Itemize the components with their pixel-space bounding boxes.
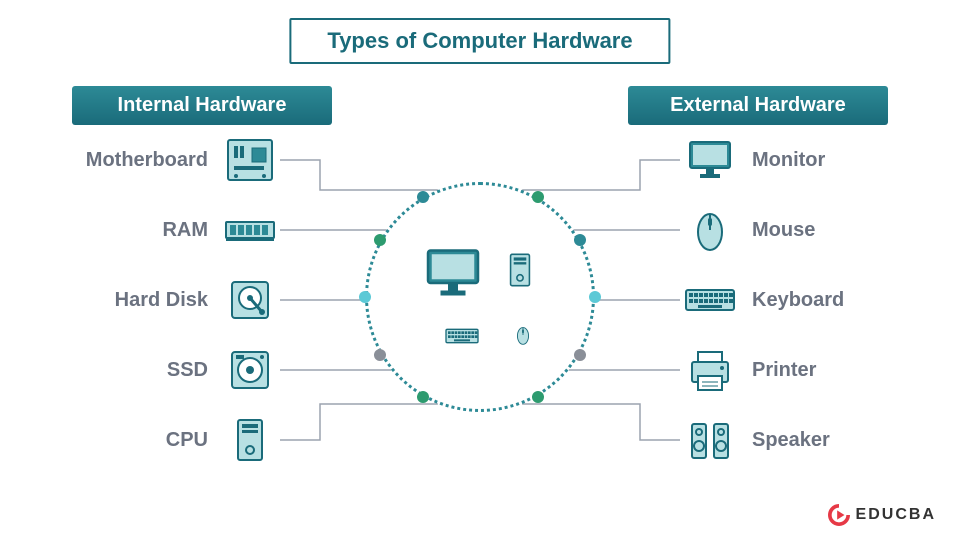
item-motherboard: Motherboard xyxy=(86,136,278,184)
circle-dot xyxy=(532,191,544,203)
circle-dot xyxy=(417,391,429,403)
main-title: Types of Computer Hardware xyxy=(289,18,670,64)
circle-dot xyxy=(574,349,586,361)
item-label: Hard Disk xyxy=(115,289,208,312)
circle-dot xyxy=(589,291,601,303)
item-label: Keyboard xyxy=(752,289,844,312)
brand-logo: EDUCBA xyxy=(828,504,936,526)
motherboard-icon xyxy=(222,136,278,184)
printer-icon xyxy=(682,346,738,394)
item-monitor: Monitor xyxy=(682,136,825,184)
item-label: Monitor xyxy=(752,149,825,172)
circle-dot xyxy=(374,234,386,246)
item-cpu-tower: CPU xyxy=(166,416,278,464)
logo-text: EDUCBA xyxy=(856,506,936,524)
item-label: Speaker xyxy=(752,429,830,452)
monitor-icon xyxy=(682,136,738,184)
item-label: Mouse xyxy=(752,219,815,242)
speaker-icon xyxy=(682,416,738,464)
item-ssd: SSD xyxy=(167,346,278,394)
mouse-icon xyxy=(682,206,738,254)
keyboard-icon xyxy=(682,276,738,324)
item-label: Motherboard xyxy=(86,149,208,172)
category-internal-label: Internal Hardware xyxy=(118,94,287,116)
item-label: Printer xyxy=(752,359,816,382)
center-monitor-icon xyxy=(418,243,488,308)
cpu-tower-icon xyxy=(222,416,278,464)
item-label: RAM xyxy=(162,219,208,242)
circle-dot xyxy=(359,291,371,303)
center-devices xyxy=(418,237,542,357)
center-keyboard-icon xyxy=(424,320,500,357)
hdd-icon xyxy=(222,276,278,324)
main-title-text: Types of Computer Hardware xyxy=(327,28,632,53)
circle-dot xyxy=(374,349,386,361)
item-ram: RAM xyxy=(162,206,278,254)
item-label: SSD xyxy=(167,359,208,382)
ram-icon xyxy=(222,206,278,254)
category-internal: Internal Hardware xyxy=(72,86,332,125)
category-external: External Hardware xyxy=(628,86,888,125)
item-mouse: Mouse xyxy=(682,206,815,254)
center-mouse-icon xyxy=(510,318,536,357)
item-keyboard: Keyboard xyxy=(682,276,844,324)
category-external-label: External Hardware xyxy=(670,94,846,116)
item-hdd: Hard Disk xyxy=(115,276,278,324)
logo-mark-icon xyxy=(828,504,850,526)
item-label: CPU xyxy=(166,429,208,452)
circle-dot xyxy=(574,234,586,246)
item-speaker: Speaker xyxy=(682,416,830,464)
circle-dot xyxy=(532,391,544,403)
ssd-icon xyxy=(222,346,278,394)
item-printer: Printer xyxy=(682,346,816,394)
center-tower-icon xyxy=(498,237,542,308)
circle-dot xyxy=(417,191,429,203)
